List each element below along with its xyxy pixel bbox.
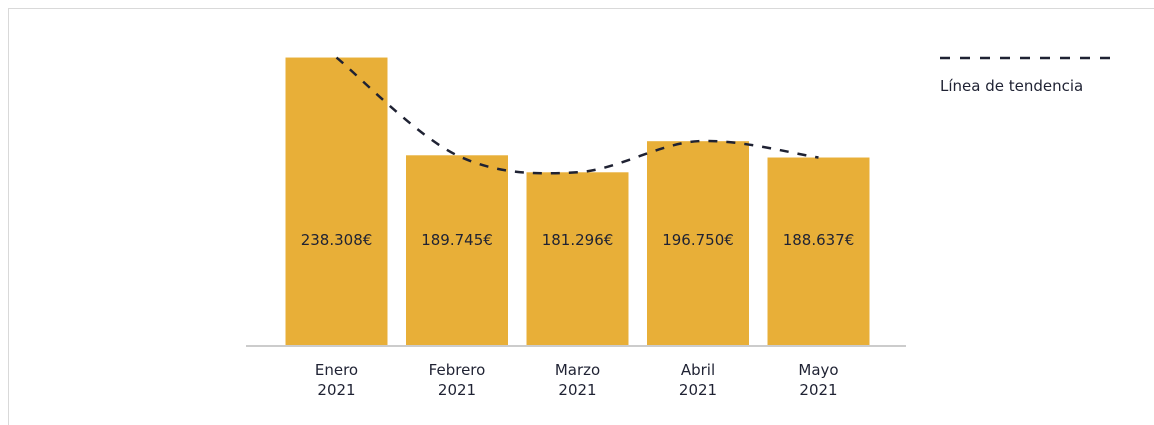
tick-label-enero: Enero 2021 — [315, 361, 358, 399]
bar-marzo — [526, 172, 629, 346]
value-label-febrero: 189.745€ — [421, 231, 493, 249]
value-label-mayo: 188.637€ — [783, 231, 855, 249]
value-labels: 238.308€ 189.745€ 181.296€ 196.750€ 188.637€ — [301, 231, 855, 249]
tick-label-marzo: Marzo 2021 — [555, 361, 600, 399]
tick-label-febrero: Febrero 2021 — [429, 361, 486, 399]
value-label-marzo: 181.296€ — [542, 231, 614, 249]
x-axis-tick-labels: Enero 2021 Febrero 2021 Marzo 2021 Abril 2021 Ma… — [315, 361, 839, 399]
bar-abril — [647, 141, 749, 346]
trend-line — [335, 56, 819, 175]
bars — [285, 57, 870, 347]
chart-frame — [8, 8, 1154, 425]
legend-trend-label: Línea de tendencia — [940, 77, 1083, 95]
value-label-abril: 196.750€ — [662, 231, 734, 249]
bar-febrero — [406, 155, 508, 346]
tick-label-abril: Abril 2021 — [679, 361, 717, 399]
value-label-enero: 238.308€ — [301, 231, 373, 249]
bar-mayo — [767, 157, 870, 346]
tick-label-mayo: Mayo 2021 — [798, 361, 838, 399]
legend: Línea de tendencia — [940, 56, 1120, 95]
bar-enero — [285, 57, 388, 347]
